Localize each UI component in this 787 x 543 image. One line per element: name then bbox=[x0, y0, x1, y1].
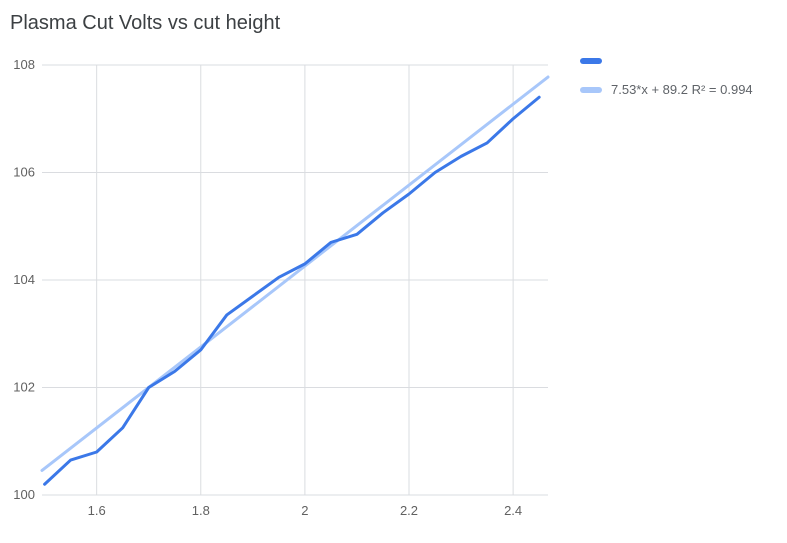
x-tick-label: 2 bbox=[301, 503, 308, 518]
series-swatch bbox=[580, 58, 602, 64]
y-tick-label: 104 bbox=[13, 272, 35, 287]
x-tick-label: 1.6 bbox=[88, 503, 106, 518]
legend: 7.53*x + 89.2 R² = 0.994 bbox=[580, 57, 753, 97]
chart-title: Plasma Cut Volts vs cut height bbox=[10, 12, 281, 34]
y-tick-label: 102 bbox=[13, 380, 35, 395]
x-tick-label: 2.4 bbox=[504, 503, 522, 518]
series-line bbox=[43, 95, 541, 486]
y-tick-label: 100 bbox=[13, 487, 35, 502]
y-tick-label: 106 bbox=[13, 165, 35, 180]
legend-item-trendline: 7.53*x + 89.2 R² = 0.994 bbox=[580, 82, 753, 97]
y-tick-label: 108 bbox=[13, 57, 35, 72]
legend-item-series bbox=[580, 57, 753, 65]
x-tick-label: 1.8 bbox=[192, 503, 210, 518]
trendline-legend-label: 7.53*x + 89.2 R² = 0.994 bbox=[611, 82, 753, 97]
trendline-swatch bbox=[580, 86, 602, 93]
trendline bbox=[40, 75, 550, 472]
x-tick-label: 2.2 bbox=[400, 503, 418, 518]
